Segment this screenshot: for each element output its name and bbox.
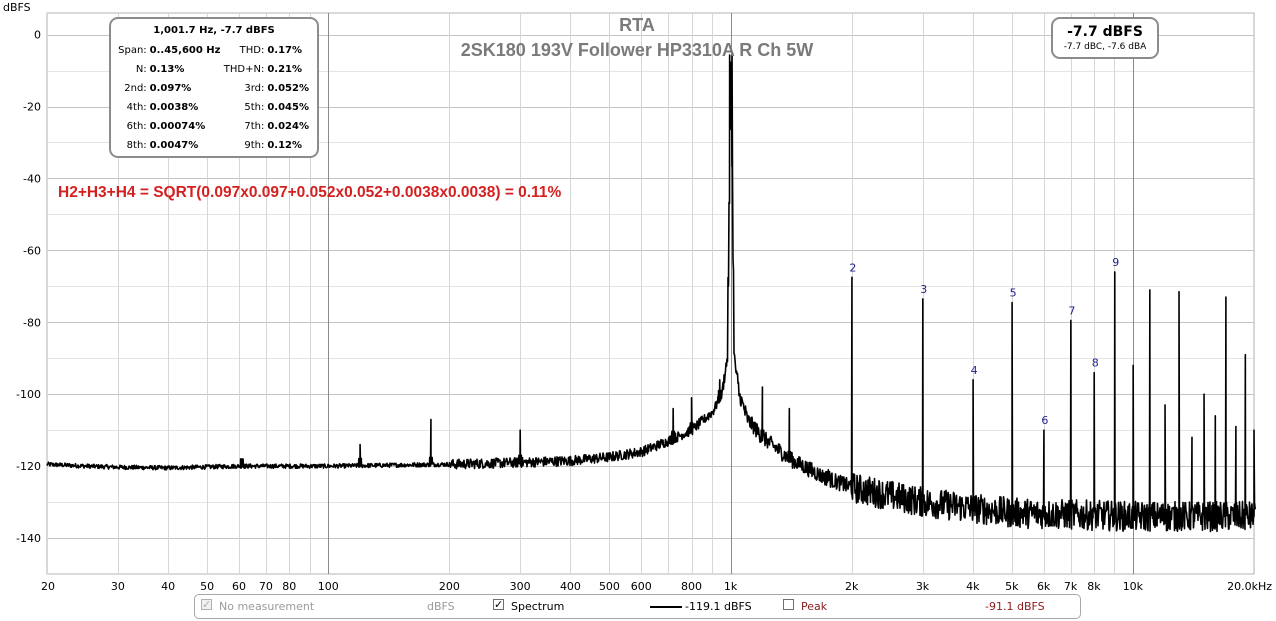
distortion-label: 9th: — [244, 140, 265, 151]
distortion-label: 5th: — [244, 102, 265, 113]
harmonic-label: 8 — [1092, 357, 1099, 370]
spectrum-label: Spectrum — [511, 600, 565, 613]
spectrum-value: -119.1 dBFS — [685, 600, 752, 613]
x-tick-label: 80 — [282, 580, 296, 593]
harmonic-label: 3 — [920, 283, 927, 296]
distortion-value: 0..45,600 Hz — [149, 45, 221, 56]
distortion-row: 4th: 0.0038% 5th: 0.045% — [111, 98, 317, 117]
fundamental-readout: 1,001.7 Hz, -7.7 dBFS — [153, 25, 275, 36]
level-weighted: -7.7 dBC, -7.6 dBA — [1063, 42, 1147, 52]
x-tick-label: 800 — [681, 580, 702, 593]
x-tick-label: 40 — [161, 580, 175, 593]
y-tick-label: -80 — [23, 316, 41, 329]
harmonic-label: 7 — [1068, 304, 1075, 317]
spectrum-series-line — [46, 54, 1256, 533]
distortion-label: 6th: — [126, 121, 147, 132]
harmonic-label: 9 — [1112, 256, 1119, 269]
x-tick-label: 3k — [916, 580, 930, 593]
legend-bar: ✓ No measurement dBFS ✓ Spectrum -119.1 … — [194, 594, 1081, 619]
x-tick-label: 50 — [200, 580, 214, 593]
x-tick-label: 500 — [599, 580, 620, 593]
distortion-value: 0.00074% — [149, 121, 206, 132]
distortion-value: 0.0047% — [149, 140, 199, 151]
distortion-value: 0.045% — [267, 102, 309, 113]
x-tick-label: 300 — [510, 580, 531, 593]
y-axis-label: dBFS — [3, 1, 31, 14]
y-tick-label: -60 — [23, 244, 41, 257]
distortion-value: 0.024% — [267, 121, 309, 132]
harmonic-label: 4 — [971, 364, 978, 377]
distortion-value: 0.052% — [267, 83, 309, 94]
no-measurement-unit: dBFS — [427, 600, 455, 613]
x-tick-label: 6k — [1037, 580, 1051, 593]
harmonic-label: 5 — [1010, 286, 1017, 299]
harmonic-label: 2 — [849, 261, 856, 274]
level-readout-panel: -7.7 dBFS -7.7 dBC, -7.6 dBA — [1051, 17, 1159, 59]
chart-subtitle: 2SK180 193V Follower HP3310A R Ch 5W — [461, 40, 813, 60]
x-tick-label: 600 — [631, 580, 652, 593]
distortion-row: 8th: 0.0047% 9th: 0.12% — [111, 136, 317, 155]
x-tick-label: 4k — [966, 580, 980, 593]
no-measurement-checkbox[interactable]: ✓ — [201, 598, 212, 611]
distortion-value: 0.17% — [267, 45, 303, 56]
distortion-value: 0.12% — [267, 140, 303, 151]
y-tick-label: -40 — [23, 172, 41, 185]
distortion-value: 0.21% — [267, 64, 303, 75]
x-tick-label: 2k — [845, 580, 859, 593]
y-tick-label: 0 — [34, 29, 41, 42]
distortion-value: 0.0038% — [149, 102, 199, 113]
x-axis-ticks: 20 30 40 50 60 70 80 100 200 300 400 500 600 800 1k 2k 3… — [41, 580, 1272, 593]
peak-checkbox[interactable] — [783, 599, 794, 610]
distortion-label: Span: — [118, 45, 147, 56]
level-main: -7.7 dBFS — [1067, 24, 1143, 40]
x-tick-label: 70 — [259, 580, 273, 593]
distortion-readout-panel: 1,001.7 Hz, -7.7 dBFS Span: 0..45,600 Hz T… — [109, 17, 319, 158]
distortion-value: 0.13% — [149, 64, 185, 75]
x-tick-label: 7k — [1064, 580, 1078, 593]
y-tick-label: -120 — [16, 460, 41, 473]
distortion-label: 8th: — [126, 140, 147, 151]
distortion-row: 2nd: 0.097% 3rd: 0.052% — [111, 79, 317, 98]
x-tick-label: 400 — [560, 580, 581, 593]
distortion-label: 4th: — [126, 102, 147, 113]
distortion-label: 7th: — [244, 121, 265, 132]
y-tick-label: -20 — [23, 101, 41, 114]
peak-label: Peak — [801, 600, 828, 613]
distortion-row: 6th: 0.00074% 7th: 0.024% — [111, 117, 317, 136]
spectrum-checkbox[interactable]: ✓ — [493, 598, 504, 611]
x-tick-label: 20 — [41, 580, 55, 593]
thd-annotation: H2+H3+H4 = SQRT(0.097x0.097+0.052x0.052+… — [58, 184, 561, 201]
x-tick-label: 60 — [232, 580, 246, 593]
no-measurement-label: No measurement — [219, 600, 315, 613]
chart-title: RTA — [619, 15, 655, 35]
y-tick-label: -140 — [16, 532, 41, 545]
x-tick-label: 1k — [724, 580, 738, 593]
x-tick-label: 20.0kHz — [1227, 580, 1272, 593]
distortion-row: N: 0.13% THD+N: 0.21% — [111, 60, 317, 79]
distortion-value: 0.097% — [149, 83, 192, 94]
distortion-label: THD+N: — [223, 64, 265, 75]
spectrum-swatch — [650, 606, 682, 608]
harmonic-label: 6 — [1041, 414, 1048, 427]
distortion-table: Span: 0..45,600 Hz THD: 0.17% N: 0.13% THD+N: 0… — [111, 41, 317, 155]
x-tick-label: 8k — [1087, 580, 1101, 593]
distortion-label: THD: — [239, 45, 265, 56]
y-axis-ticks: 0 -20 -40 -60 -80 -100 -120 -140 — [16, 29, 41, 545]
peak-value: -91.1 dBFS — [985, 600, 1045, 613]
distortion-label: 2nd: — [124, 83, 147, 94]
x-tick-label: 10k — [1123, 580, 1144, 593]
distortion-label: 3rd: — [244, 83, 265, 94]
harmonic-labels: 2 3 4 5 6 7 8 9 — [849, 256, 1119, 427]
x-tick-label: 100 — [318, 580, 339, 593]
y-tick-label: -100 — [16, 388, 41, 401]
x-tick-label: 30 — [111, 580, 125, 593]
distortion-label: N: — [135, 64, 147, 75]
x-tick-label: 5k — [1005, 580, 1019, 593]
x-tick-label: 200 — [439, 580, 460, 593]
distortion-row: Span: 0..45,600 Hz THD: 0.17% — [111, 41, 317, 60]
